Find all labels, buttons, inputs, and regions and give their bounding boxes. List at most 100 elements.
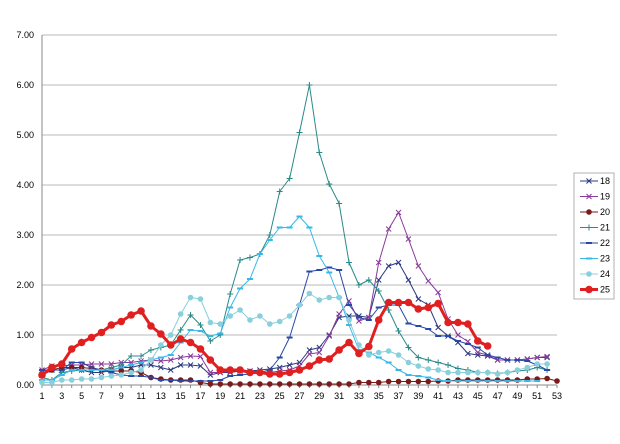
x-tick-label: 17 [195, 391, 205, 401]
data-point [455, 369, 461, 376]
data-point [336, 200, 343, 207]
data-point [286, 313, 293, 319]
data-point [237, 307, 243, 313]
data-point [415, 354, 422, 361]
data-point [474, 369, 481, 376]
series-22 [39, 266, 551, 382]
data-point [197, 296, 204, 302]
data-point [187, 353, 194, 359]
legend-label: 23 [600, 254, 610, 264]
data-point [257, 313, 263, 319]
data-point [385, 348, 392, 354]
data-point [494, 371, 501, 377]
data-point [275, 370, 284, 378]
data-point [177, 354, 184, 361]
data-point [77, 338, 86, 347]
data-point [415, 363, 422, 369]
data-point [187, 362, 194, 368]
data-point [415, 378, 422, 385]
data-point [207, 338, 214, 344]
data-point [187, 294, 194, 301]
x-tick-label: 49 [512, 391, 522, 401]
y-tick-label: 0.00 [16, 380, 34, 390]
legend-label: 19 [600, 192, 610, 202]
legend-label: 21 [600, 223, 610, 233]
data-point [414, 305, 423, 313]
data-point [128, 369, 134, 376]
data-point [424, 303, 433, 312]
x-tick-label: 3 [59, 391, 64, 401]
x-tick-label: 37 [394, 391, 404, 401]
data-point [256, 368, 264, 377]
data-point [445, 362, 452, 368]
data-point [227, 313, 233, 319]
data-point [554, 378, 560, 384]
data-point [137, 307, 145, 315]
x-tick-label: 7 [99, 391, 104, 401]
data-point [226, 366, 234, 374]
data-point [285, 368, 294, 377]
series-24 [39, 290, 550, 386]
data-point [355, 282, 362, 288]
data-point [444, 318, 452, 327]
data-point [49, 379, 55, 386]
data-point [186, 338, 195, 347]
data-point [67, 345, 76, 353]
data-point [196, 345, 205, 353]
data-point [127, 311, 135, 319]
data-point [98, 374, 105, 381]
data-point [295, 366, 304, 374]
data-point [237, 257, 244, 263]
data-point [356, 342, 362, 348]
data-point [465, 369, 471, 376]
data-point [326, 381, 333, 387]
data-point [405, 344, 412, 351]
legend-marker [586, 271, 592, 277]
y-tick-label: 2.00 [16, 280, 34, 290]
data-point [434, 299, 442, 308]
y-tick-label: 1.00 [16, 330, 34, 340]
legend-label: 22 [600, 238, 610, 248]
data-point [514, 367, 521, 373]
data-point [197, 363, 204, 369]
data-point [435, 324, 442, 331]
data-point [296, 381, 303, 387]
data-point [88, 361, 95, 367]
data-point [118, 372, 125, 378]
series-lines [38, 82, 560, 387]
data-point [474, 349, 481, 356]
data-point [216, 366, 225, 374]
data-point [425, 357, 432, 363]
data-point [454, 318, 462, 327]
legend-marker [585, 285, 593, 294]
data-point [197, 353, 204, 360]
data-point [276, 188, 283, 195]
data-point [534, 354, 541, 361]
series-line [41, 301, 489, 377]
data-point [217, 381, 224, 387]
x-tick-label: 29 [314, 391, 324, 401]
series-21 [39, 82, 551, 383]
data-point [365, 342, 373, 351]
data-point [473, 337, 482, 345]
data-point [246, 368, 254, 377]
data-point [326, 181, 333, 187]
legend-marker [586, 178, 592, 184]
data-point [405, 359, 412, 366]
data-point [335, 346, 343, 354]
data-point [385, 307, 392, 313]
data-point [286, 362, 293, 368]
legend-marker [586, 193, 592, 200]
x-tick-label: 5 [79, 391, 84, 401]
data-point [117, 317, 126, 326]
data-point [157, 358, 164, 364]
x-tick-label: 33 [354, 391, 364, 401]
data-point [465, 350, 471, 357]
series-25 [38, 298, 492, 379]
data-point [157, 364, 164, 371]
data-point [176, 335, 185, 343]
x-tick-label: 39 [413, 391, 423, 401]
data-point [346, 259, 353, 266]
data-point [247, 317, 253, 323]
data-point [266, 232, 273, 238]
